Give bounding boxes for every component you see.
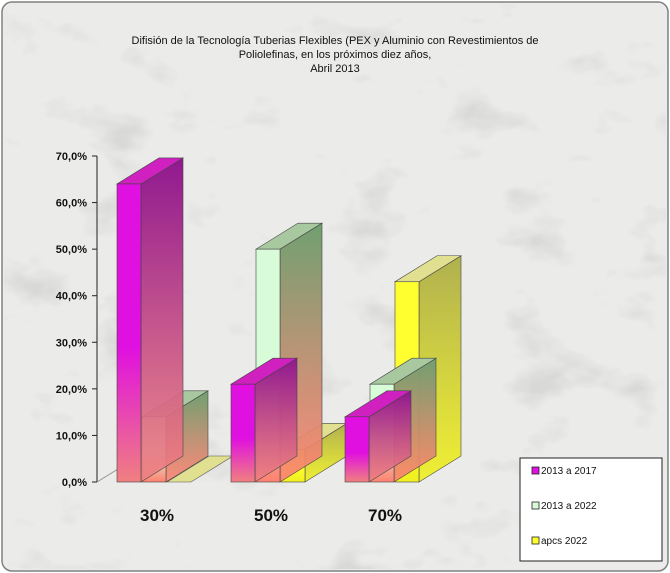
- legend-swatch: [531, 501, 540, 510]
- y-tick-label: 20,0%: [56, 384, 87, 396]
- chart-title-line-1: Difisión de la Tecnología Tuberias Flexi…: [132, 35, 539, 47]
- y-tick-label: 70,0%: [56, 151, 87, 163]
- legend-box: [519, 457, 663, 562]
- legend-swatch: [531, 466, 540, 475]
- x-category-label: 70%: [368, 506, 402, 525]
- bar-1-2: [229, 357, 299, 483]
- y-tick-label: 50,0%: [56, 244, 87, 256]
- y-tick-label: 30,0%: [56, 337, 87, 349]
- legend-label: 2013 a 2017: [541, 466, 597, 477]
- y-tick-label: 60,0%: [56, 198, 87, 210]
- legend-swatch: [531, 536, 540, 545]
- x-axis-labels: 30% 50% 70%: [140, 506, 402, 525]
- chart-title-line-2: Poliolefinas, en los próximos diez años,: [239, 49, 432, 61]
- x-category-label: 50%: [254, 506, 288, 525]
- y-tick-label: 10,0%: [56, 430, 87, 442]
- chart-title: Difisión de la Tecnología Tuberias Flexi…: [132, 35, 539, 75]
- chart-title-line-3: Abril 2013: [310, 63, 360, 75]
- bar-1-3: [343, 390, 413, 483]
- legend-label: apcs 2022: [541, 536, 588, 547]
- legend: 2013 a 2017 2013 a 2022 apcs 2022: [519, 457, 663, 562]
- bars: [115, 157, 463, 483]
- legend-label: 2013 a 2022: [541, 501, 597, 512]
- y-tick-label: 0,0%: [62, 477, 87, 489]
- y-tick-label: 40,0%: [56, 291, 87, 303]
- x-category-label: 30%: [140, 506, 174, 525]
- bar-1-1: [115, 157, 185, 483]
